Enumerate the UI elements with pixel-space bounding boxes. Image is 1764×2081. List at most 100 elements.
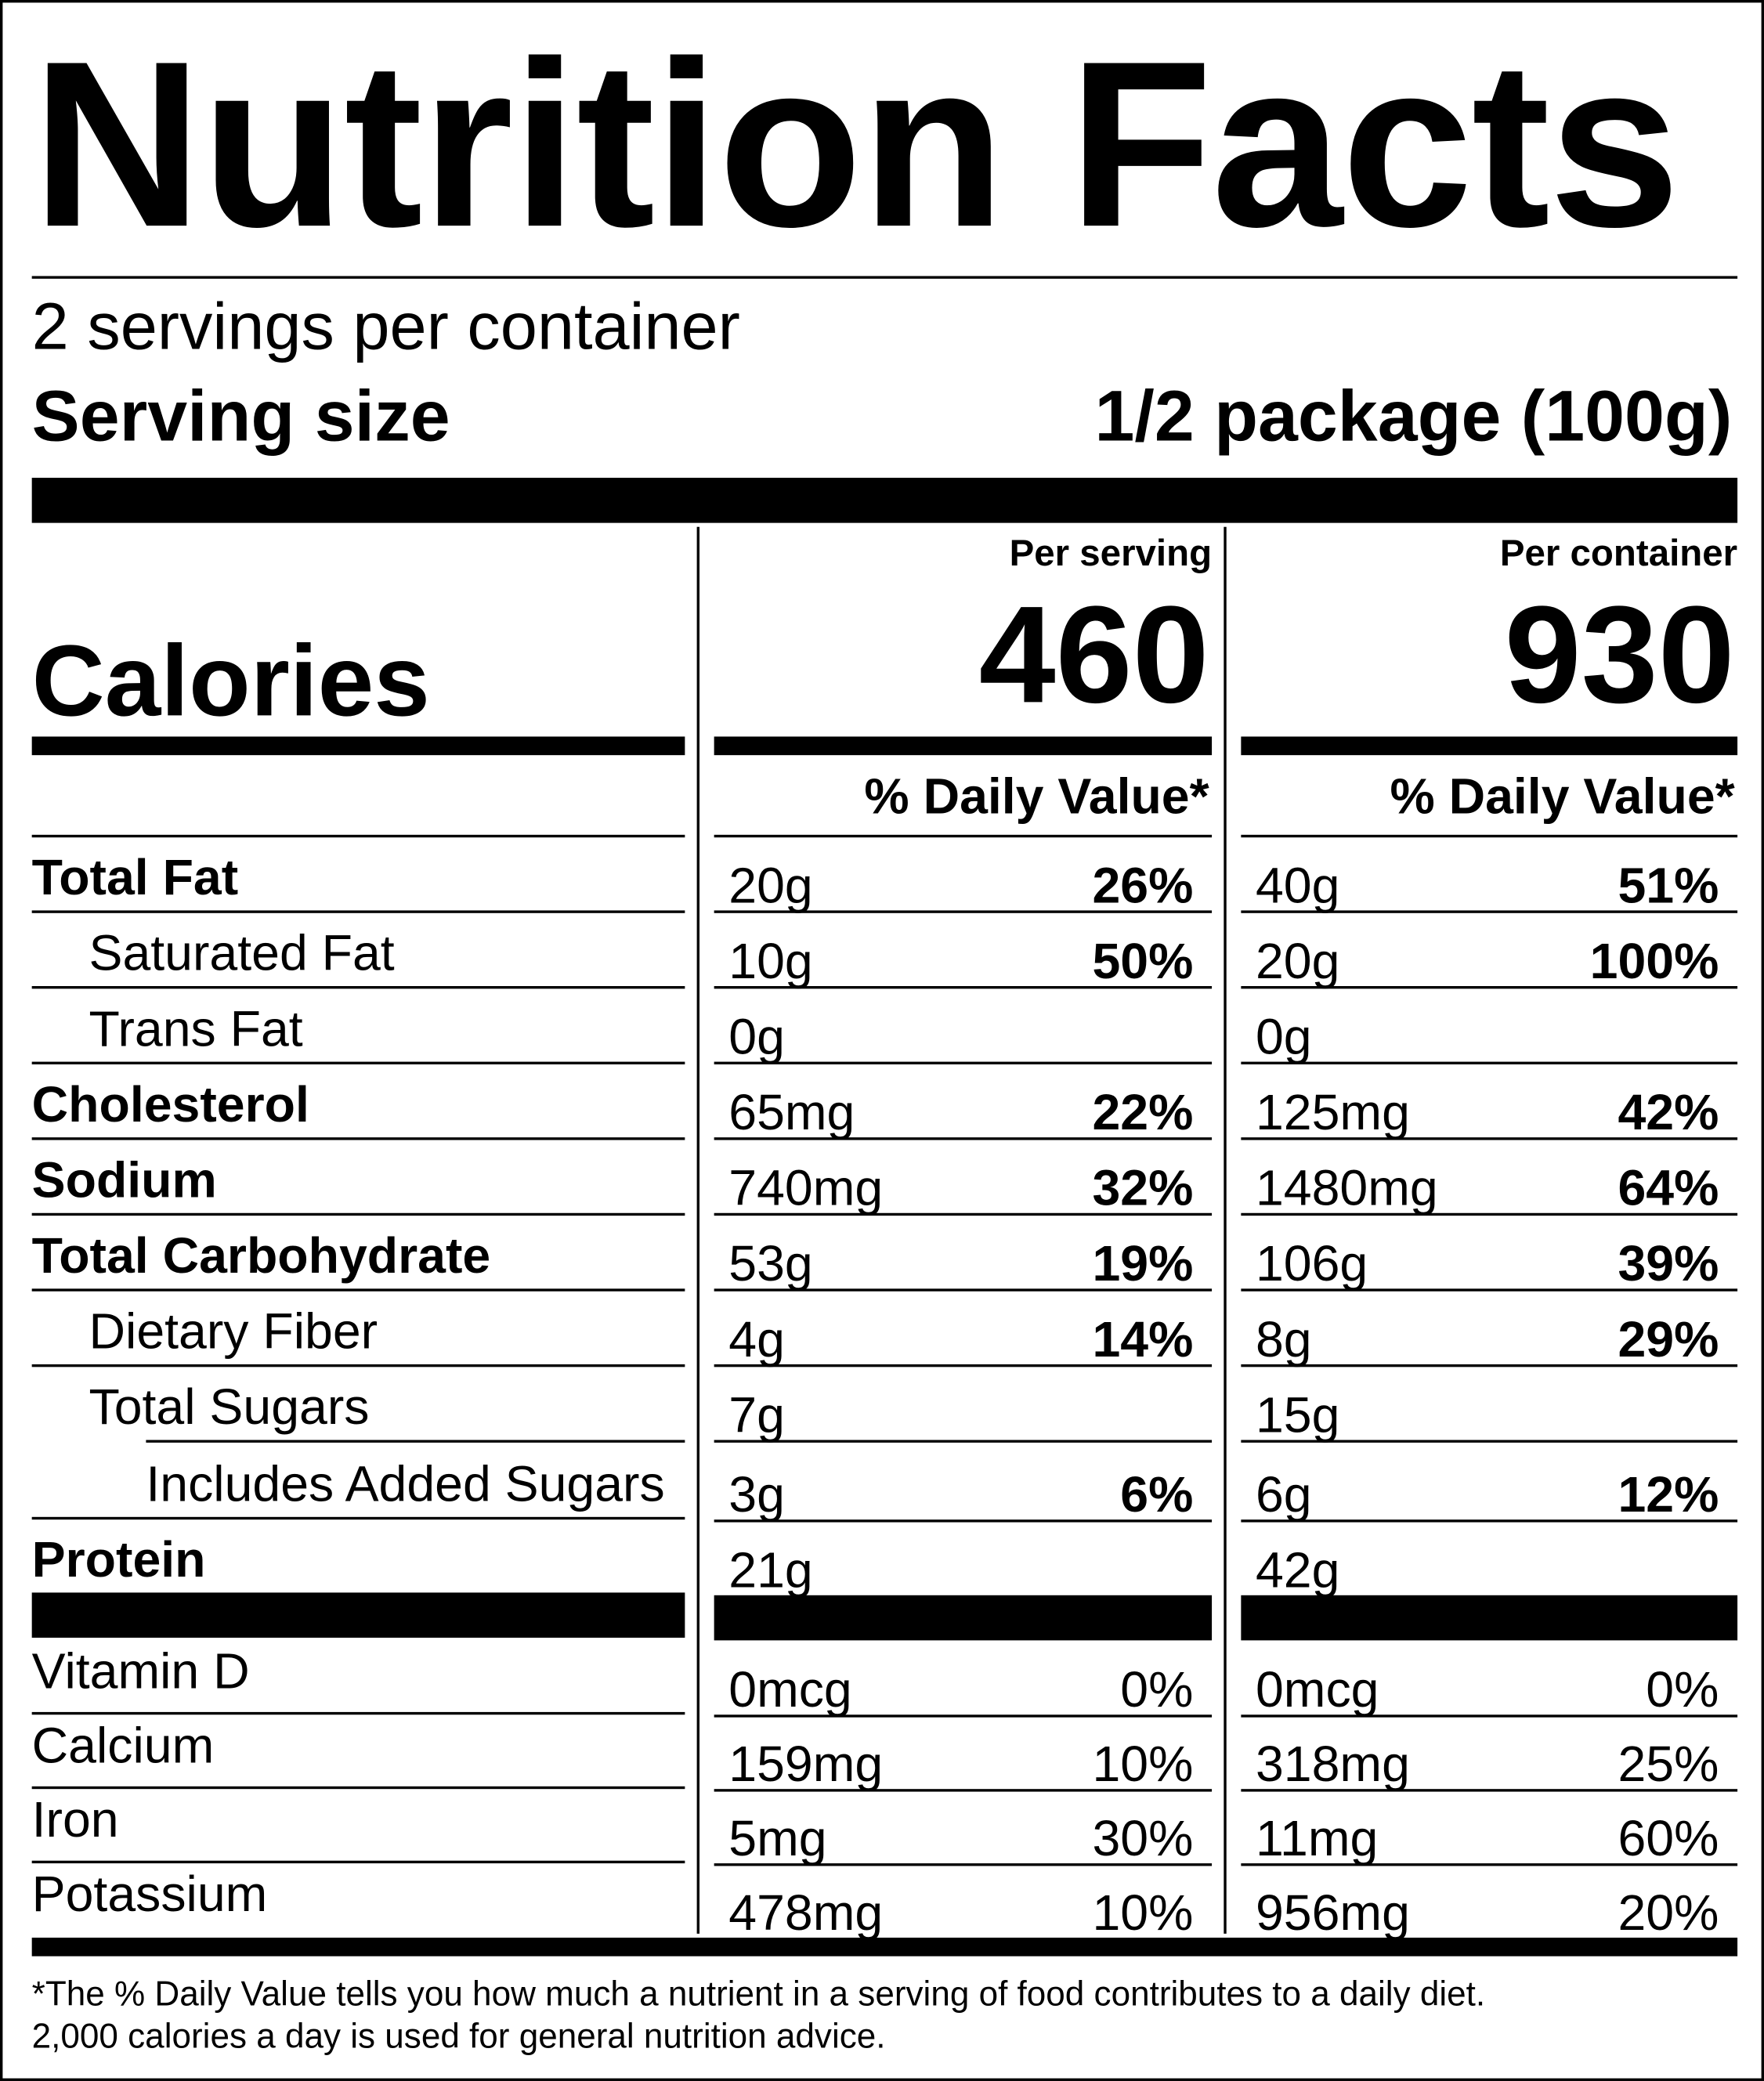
- amount: 0mcg: [1255, 1663, 1379, 1719]
- label-title: Nutrition Facts: [31, 12, 1680, 276]
- vitamin-row: Potassium: [31, 1860, 685, 1935]
- nutrient-label: Dietary Fiber: [89, 1304, 378, 1360]
- nutrient-row: 20g 100%: [1241, 910, 1738, 990]
- amount: 6g: [1255, 1468, 1312, 1524]
- amount: 20g: [728, 858, 813, 915]
- thick-divider: [31, 1937, 1738, 1956]
- per-container-column: Per container 930 % Daily Value* 40g 51% 2…: [1241, 527, 1738, 1942]
- nutrient-row: 1480mg 64%: [1241, 1137, 1738, 1217]
- daily-value-percent: 29%: [1618, 1312, 1719, 1369]
- vitamin-row: 11mg 60%: [1241, 1789, 1738, 1867]
- daily-value-percent: 19%: [1092, 1237, 1194, 1293]
- nutrient-row: 106g 39%: [1241, 1212, 1738, 1292]
- daily-value-percent: 60%: [1618, 1811, 1719, 1868]
- amount: 42g: [1255, 1543, 1340, 1599]
- thick-divider: [31, 1592, 685, 1638]
- amount: 5mg: [728, 1811, 827, 1868]
- serving-size-value: 1/2 package (100g): [1094, 377, 1733, 457]
- nutrient-label: Saturated Fat: [89, 926, 395, 982]
- amount: 125mg: [1255, 1086, 1410, 1142]
- footnote: *The % Daily Value tells you how much a …: [32, 1972, 1485, 2057]
- vitamin-label: Calcium: [31, 1718, 215, 1775]
- daily-value-percent: 51%: [1618, 858, 1719, 915]
- amount: 8g: [1255, 1312, 1312, 1369]
- nutrient-label: Cholesterol: [31, 1077, 309, 1134]
- nutrient-row: Sodium: [31, 1137, 685, 1213]
- amount: 318mg: [1255, 1737, 1410, 1794]
- amount: 956mg: [1255, 1885, 1410, 1942]
- daily-value-percent: 22%: [1092, 1086, 1194, 1142]
- amount: 65mg: [728, 1086, 855, 1142]
- vitamin-label: Vitamin D: [31, 1644, 250, 1700]
- vitamin-row: Iron: [31, 1786, 685, 1861]
- nutrient-label: Total Sugars: [89, 1380, 370, 1436]
- daily-value-header: % Daily Value*: [1390, 769, 1735, 826]
- amount: 20g: [1255, 934, 1340, 991]
- daily-value-percent: 50%: [1092, 934, 1194, 991]
- nutrient-label: Includes Added Sugars: [146, 1457, 665, 1513]
- column-divider: [696, 526, 700, 1934]
- nutrient-row: Trans Fat: [31, 986, 685, 1062]
- daily-value-percent: 39%: [1618, 1237, 1719, 1293]
- nutrient-row: 740mg 32%: [714, 1137, 1213, 1217]
- vitamin-row: 318mg 25%: [1241, 1714, 1738, 1793]
- amount: 21g: [728, 1543, 813, 1599]
- nutrient-row: 3g 6%: [714, 1440, 1213, 1523]
- nutrient-row: 10g 50%: [714, 910, 1213, 990]
- daily-value-percent: 100%: [1589, 934, 1719, 991]
- nutrient-row: 8g 29%: [1241, 1288, 1738, 1368]
- vitamin-row: 0mcg 0%: [1241, 1640, 1737, 1718]
- nutrient-label: Total Carbohydrate: [31, 1229, 491, 1285]
- daily-value-percent: 0%: [1646, 1663, 1719, 1719]
- footnote-line: 2,000 calories a day is used for general…: [31, 2015, 886, 2056]
- nutrient-row: Total Carbohydrate: [31, 1212, 685, 1289]
- nutrient-row: 4g 14%: [714, 1288, 1213, 1368]
- daily-value-percent: 6%: [1120, 1468, 1194, 1524]
- calories-label: Calories: [31, 625, 430, 739]
- nutrient-row: Includes Added Sugars: [32, 1440, 685, 1517]
- nutrient-row: 15g: [1241, 1364, 1738, 1444]
- daily-value-percent: 20%: [1618, 1885, 1719, 1942]
- vitamin-row: 5mg 30%: [714, 1789, 1213, 1867]
- calories-per-container: 930: [1504, 578, 1735, 733]
- serving-size-label: Serving size: [31, 377, 450, 457]
- nutrient-row: 0g: [714, 986, 1213, 1066]
- amount: 15g: [1255, 1388, 1340, 1444]
- vitamin-row: Calcium: [31, 1711, 685, 1787]
- daily-value-percent: 42%: [1618, 1086, 1719, 1142]
- amount: 106g: [1255, 1237, 1368, 1293]
- nutrient-row: Total Fat: [31, 834, 685, 911]
- daily-value-percent: 10%: [1092, 1885, 1194, 1942]
- nutrient-row: 125mg 42%: [1241, 1061, 1738, 1141]
- nutrient-row: 6g 12%: [1241, 1440, 1738, 1523]
- daily-value-header: % Daily Value*: [864, 769, 1209, 826]
- amount: 7g: [728, 1388, 785, 1444]
- vitamin-row: 956mg 20%: [1241, 1863, 1738, 1942]
- nutrient-row: 7g: [714, 1364, 1213, 1444]
- daily-value-percent: 30%: [1092, 1811, 1194, 1868]
- amount: 0g: [728, 1010, 785, 1066]
- calories-per-serving: 460: [978, 578, 1209, 733]
- vitamin-label: Potassium: [31, 1867, 268, 1924]
- divider: [31, 736, 685, 756]
- nutrient-row: 42g: [1241, 1519, 1738, 1599]
- divider: [1241, 736, 1738, 756]
- divider: [146, 1440, 685, 1443]
- vitamin-label: Iron: [31, 1793, 119, 1849]
- nutrient-row: Total Sugars: [31, 1364, 685, 1440]
- daily-value-percent: 64%: [1618, 1161, 1719, 1217]
- nutrient-row: 0g: [1241, 986, 1738, 1066]
- amount: 3g: [728, 1468, 785, 1524]
- amount: 53g: [728, 1237, 813, 1293]
- amount: 10g: [728, 934, 813, 991]
- nutrient-row: 21g: [714, 1519, 1213, 1599]
- vitamin-row: 0mcg 0%: [714, 1640, 1212, 1718]
- daily-value-percent: 10%: [1092, 1737, 1194, 1794]
- daily-value-percent: 0%: [1120, 1663, 1194, 1719]
- thick-divider: [714, 1595, 1213, 1641]
- nutrient-label-column: Calories Total Fat Saturated Fat Trans Fat…: [31, 527, 685, 1935]
- nutrient-label: Protein: [31, 1533, 206, 1589]
- nutrient-row: 53g 19%: [714, 1212, 1213, 1292]
- amount: 478mg: [728, 1885, 884, 1942]
